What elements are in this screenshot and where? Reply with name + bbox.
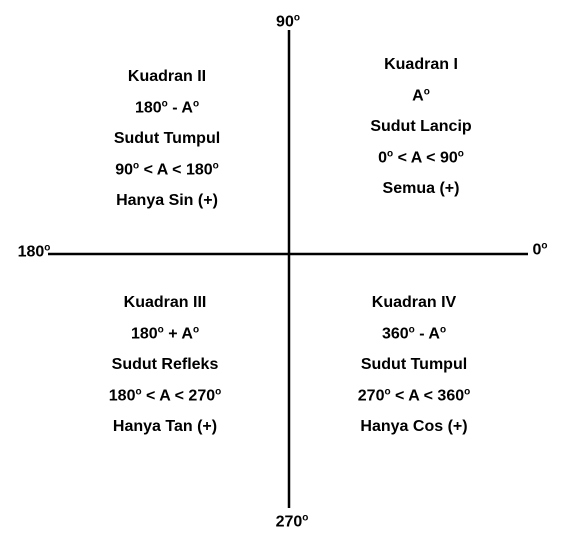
- text: < A < 360: [390, 387, 465, 405]
- superscript: o: [541, 240, 548, 252]
- quadrant-line: Hanya Tan (+): [113, 419, 217, 435]
- quadrant-line: 90o < A < 180o: [115, 160, 219, 179]
- text: Kuadran III: [123, 294, 207, 311]
- text: 90: [115, 161, 134, 179]
- quadrant-line: Hanya Sin (+): [116, 193, 218, 209]
- superscript: o: [44, 242, 51, 254]
- text: Hanya Sin (+): [116, 192, 218, 209]
- quadrant-line: Sudut Tumpul: [361, 357, 467, 373]
- superscript: o: [457, 148, 464, 160]
- superscript: o: [302, 512, 309, 524]
- quadrant-line: 360o - Ao: [381, 324, 447, 343]
- superscript: o: [293, 12, 300, 24]
- text: Sudut Tumpul: [360, 356, 468, 373]
- superscript: o: [212, 160, 219, 172]
- superscript: o: [439, 324, 447, 336]
- superscript: o: [215, 386, 222, 398]
- quadrant-line: Sudut Lancip: [370, 119, 471, 135]
- axis-label-0: 0o: [532, 240, 548, 259]
- quadrant-line: 180o < A < 270o: [108, 386, 222, 405]
- quadrant-line: Kuadran IV: [372, 295, 456, 311]
- quadrant-line: Sudut Refleks: [112, 357, 219, 373]
- text: < A < 90: [393, 149, 458, 167]
- text: 270: [275, 513, 303, 531]
- text: 180: [134, 99, 162, 117]
- superscript: o: [133, 160, 140, 172]
- quadrant-line: Semua (+): [383, 181, 460, 197]
- quadrant-line: Hanya Cos (+): [360, 419, 467, 435]
- superscript: o: [192, 98, 200, 110]
- quadrant-line: 0o < A < 90o: [378, 148, 464, 167]
- axis-label-180: 180o: [17, 242, 51, 261]
- quadrant-line: Kuadran III: [124, 295, 207, 311]
- text: 0: [532, 241, 542, 259]
- quadrant-line: 270o < A < 360o: [357, 386, 471, 405]
- text: 360: [381, 325, 409, 343]
- superscript: o: [161, 98, 168, 110]
- text: 90: [276, 13, 294, 31]
- quadrant-line: Ao: [412, 86, 430, 105]
- quadrant-line: Sudut Tumpul: [114, 131, 220, 147]
- text: < A < 180: [139, 161, 213, 179]
- superscript: o: [157, 324, 164, 336]
- text: - A: [414, 325, 440, 343]
- text: 180: [17, 243, 45, 261]
- superscript: o: [135, 386, 142, 398]
- text: 180: [130, 325, 158, 343]
- text: Sudut Lancip: [370, 118, 472, 135]
- text: 180: [108, 387, 136, 405]
- text: - A: [167, 99, 193, 117]
- text: Kuadran IV: [371, 294, 457, 311]
- text: Kuadran II: [127, 68, 207, 85]
- text: Hanya Tan (+): [112, 418, 218, 435]
- quadrant-line: Kuadran II: [128, 69, 206, 85]
- superscript: o: [408, 324, 415, 336]
- text: + A: [163, 325, 193, 343]
- quadrant-line: 180o + Ao: [130, 324, 200, 343]
- text: Kuadran I: [384, 56, 458, 73]
- text: A: [412, 87, 424, 105]
- superscript: o: [464, 386, 471, 398]
- text: Sudut Refleks: [111, 356, 219, 373]
- superscript: o: [423, 86, 430, 98]
- text: < A < 270: [141, 387, 216, 405]
- text: Sudut Tumpul: [113, 130, 221, 147]
- quadrant-line: Kuadran I: [384, 57, 458, 73]
- axis-label-90: 90o: [276, 12, 300, 31]
- superscript: o: [387, 148, 394, 160]
- text: 0: [378, 149, 388, 167]
- superscript: o: [192, 324, 200, 336]
- quadrant-line: 180o - Ao: [134, 98, 200, 117]
- text: 270: [357, 387, 385, 405]
- axis-label-270: 270o: [275, 512, 309, 531]
- text: Semua (+): [382, 180, 460, 197]
- text: Hanya Cos (+): [360, 418, 468, 435]
- superscript: o: [384, 386, 391, 398]
